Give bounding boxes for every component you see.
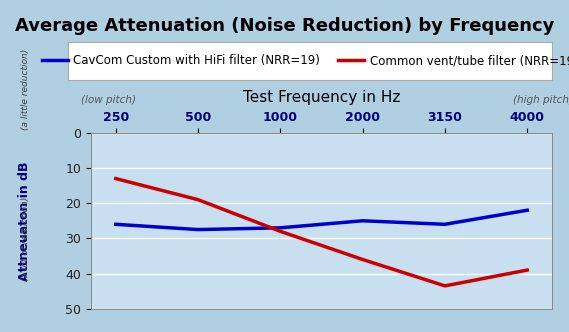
Text: (high pitch): (high pitch): [513, 95, 569, 105]
Text: (low pitch): (low pitch): [81, 95, 135, 105]
Text: Test Frequency in Hz: Test Frequency in Hz: [243, 90, 400, 105]
Y-axis label: Attneuaton in dB: Attneuaton in dB: [18, 161, 31, 281]
Text: (a lot of reduction): (a lot of reduction): [21, 197, 30, 281]
Legend: CavCom Custom with HiFi filter (NRR=19), Common vent/tube filter (NRR=19): CavCom Custom with HiFi filter (NRR=19),…: [37, 49, 569, 72]
Text: Average Attenuation (Noise Reduction) by Frequency: Average Attenuation (Noise Reduction) by…: [15, 17, 554, 35]
Text: (a little reduction): (a little reduction): [21, 49, 30, 130]
